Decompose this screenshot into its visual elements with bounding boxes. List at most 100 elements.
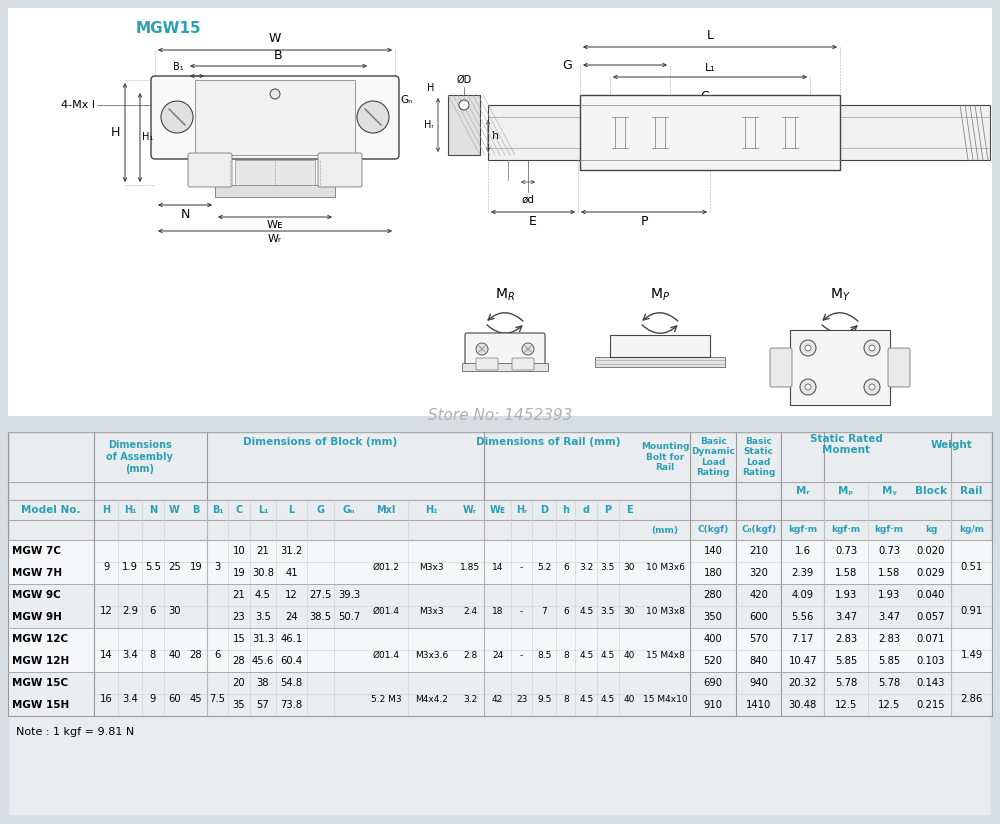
Text: 1.6: 1.6 <box>795 546 811 556</box>
Text: 2.4: 2.4 <box>463 606 477 616</box>
Text: MGW 15C: MGW 15C <box>12 678 68 688</box>
Text: 3.5: 3.5 <box>255 612 271 622</box>
Text: 38.5: 38.5 <box>309 612 332 622</box>
Text: 15 M4x8: 15 M4x8 <box>646 651 685 660</box>
Text: 4.5: 4.5 <box>579 606 593 616</box>
Text: MGW15: MGW15 <box>135 21 201 35</box>
Text: 9: 9 <box>150 695 156 705</box>
Text: 38: 38 <box>257 678 269 688</box>
Text: B: B <box>192 505 200 515</box>
Text: kgf·m: kgf·m <box>874 526 904 535</box>
Text: 45.6: 45.6 <box>252 656 274 666</box>
Text: MGW 7C: MGW 7C <box>12 546 61 556</box>
Text: 2.9: 2.9 <box>122 606 138 616</box>
Text: kgf·m: kgf·m <box>831 526 861 535</box>
Text: 31.2: 31.2 <box>281 546 303 556</box>
Text: 6: 6 <box>563 563 569 572</box>
FancyBboxPatch shape <box>476 358 498 370</box>
Text: Block: Block <box>915 486 947 496</box>
Text: 30: 30 <box>168 606 181 616</box>
Circle shape <box>357 101 389 133</box>
Bar <box>610 335 710 357</box>
Bar <box>448 95 480 155</box>
Text: H: H <box>102 505 110 515</box>
Bar <box>488 105 990 160</box>
Text: 210: 210 <box>749 546 768 556</box>
Text: 30: 30 <box>624 606 635 616</box>
Bar <box>215 185 335 197</box>
Text: Basic
Static
Load
Rating: Basic Static Load Rating <box>742 437 775 477</box>
Text: 28: 28 <box>190 650 202 660</box>
Text: Wᴇ: Wᴇ <box>490 505 506 515</box>
Text: 0.215: 0.215 <box>917 700 945 710</box>
Text: P: P <box>604 505 611 515</box>
Text: 25: 25 <box>168 562 181 573</box>
Text: 3.5: 3.5 <box>601 606 615 616</box>
FancyBboxPatch shape <box>465 333 545 365</box>
Text: h: h <box>562 505 569 515</box>
Text: 5.5: 5.5 <box>145 562 161 573</box>
Text: -: - <box>520 606 523 616</box>
Text: L: L <box>289 505 295 515</box>
Text: d: d <box>583 505 590 515</box>
Text: Mounting
Bolt for
Rail: Mounting Bolt for Rail <box>641 442 689 472</box>
Circle shape <box>805 345 811 351</box>
Text: L: L <box>706 29 714 42</box>
Text: 7: 7 <box>541 606 547 616</box>
Text: 7.5: 7.5 <box>209 695 225 705</box>
Text: Dimensions
of Assembly
(mm): Dimensions of Assembly (mm) <box>106 440 173 474</box>
Text: -: - <box>520 651 523 660</box>
Circle shape <box>800 379 816 395</box>
Text: MGW 7H: MGW 7H <box>12 568 62 578</box>
Text: ød: ød <box>522 195 534 205</box>
Text: M3x3: M3x3 <box>419 563 444 572</box>
Text: 3.2: 3.2 <box>579 563 593 572</box>
FancyBboxPatch shape <box>151 76 399 159</box>
Text: 21: 21 <box>257 546 269 556</box>
Text: Ø01.4: Ø01.4 <box>373 651 400 660</box>
Text: 18: 18 <box>492 606 503 616</box>
Bar <box>10 434 990 815</box>
Text: B₁: B₁ <box>173 62 184 72</box>
Text: 4.5: 4.5 <box>579 651 593 660</box>
Text: MGW 9C: MGW 9C <box>12 590 61 600</box>
Text: H: H <box>427 83 434 93</box>
FancyBboxPatch shape <box>188 153 232 187</box>
Text: M$_Y$: M$_Y$ <box>830 287 850 303</box>
Bar <box>8 628 992 672</box>
Text: 41: 41 <box>285 568 298 578</box>
FancyBboxPatch shape <box>318 153 362 187</box>
Text: 60: 60 <box>168 695 181 705</box>
Text: 320: 320 <box>749 568 768 578</box>
Text: 5.2: 5.2 <box>537 563 551 572</box>
Text: 0.103: 0.103 <box>917 656 945 666</box>
Text: 2.8: 2.8 <box>463 651 477 660</box>
Text: 12: 12 <box>285 590 298 600</box>
Text: 10 M3x8: 10 M3x8 <box>646 606 685 616</box>
Text: 400: 400 <box>704 634 722 644</box>
Text: 8: 8 <box>563 651 569 660</box>
Text: 180: 180 <box>704 568 723 578</box>
Text: N: N <box>180 208 190 221</box>
Text: B₁: B₁ <box>212 505 223 515</box>
Text: 14: 14 <box>492 563 503 572</box>
Text: 3.4: 3.4 <box>122 695 138 705</box>
Text: 19: 19 <box>190 562 202 573</box>
Text: 15 M4x10: 15 M4x10 <box>643 695 688 704</box>
FancyBboxPatch shape <box>888 348 910 387</box>
Text: MGW 12C: MGW 12C <box>12 634 68 644</box>
Text: Note : 1 kgf = 9.81 N: Note : 1 kgf = 9.81 N <box>16 727 134 737</box>
Text: 5.85: 5.85 <box>878 656 900 666</box>
Text: C₀(kgf): C₀(kgf) <box>741 526 776 535</box>
Text: 4.5: 4.5 <box>601 651 615 660</box>
Text: ØD: ØD <box>456 75 472 85</box>
Text: 10: 10 <box>233 546 245 556</box>
Text: D: D <box>540 505 548 515</box>
Text: 3.2: 3.2 <box>463 695 477 704</box>
Bar <box>580 95 840 170</box>
Text: 140: 140 <box>704 546 723 556</box>
Text: 12.5: 12.5 <box>835 700 857 710</box>
Text: -: - <box>520 563 523 572</box>
Text: 50.7: 50.7 <box>338 612 360 622</box>
Text: H₁: H₁ <box>124 505 136 515</box>
